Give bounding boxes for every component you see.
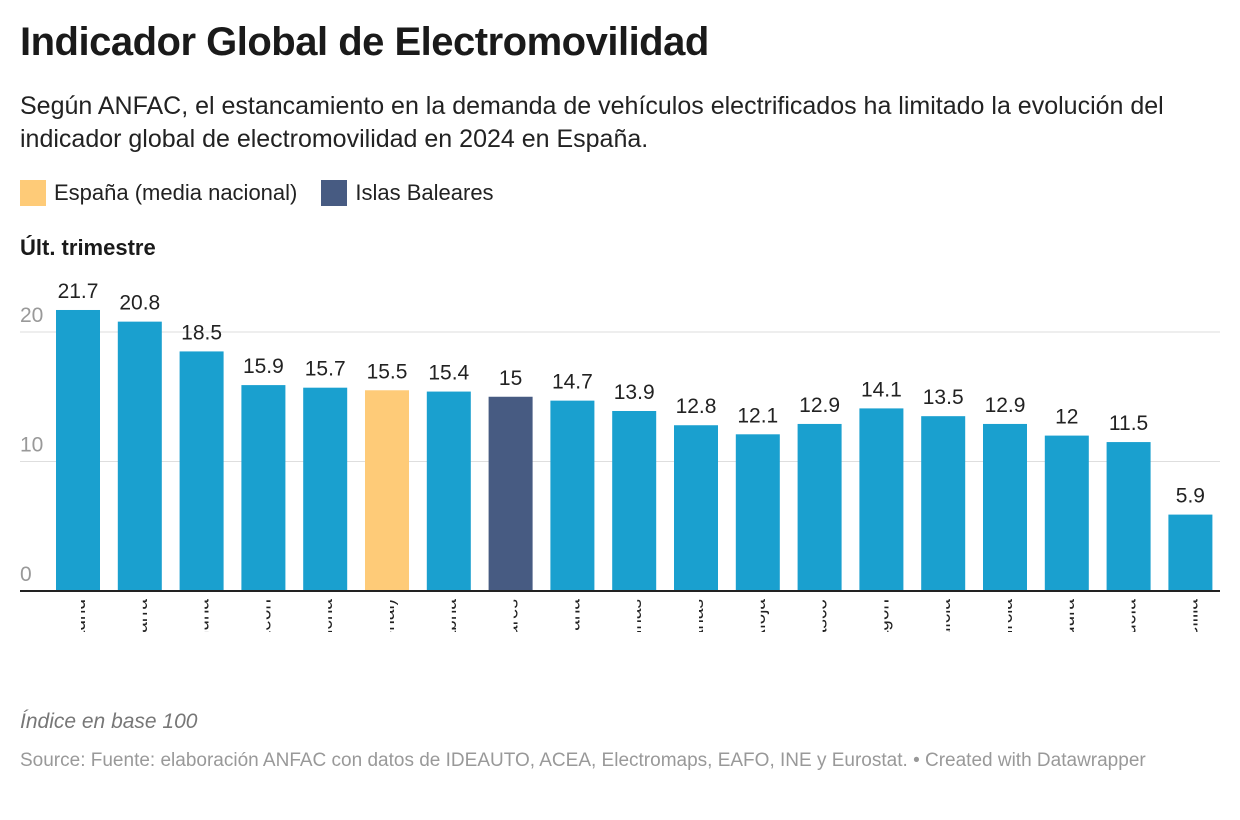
x-tick-label-17: ndalucía	[1120, 599, 1141, 671]
bar-5	[365, 390, 409, 591]
value-label-6: 15.4	[428, 362, 469, 385]
x-tick-label-4: Mancha	[316, 599, 337, 667]
x-tick-label-2: Cataluña	[193, 599, 214, 675]
value-label-7: 15	[499, 367, 522, 390]
bar-chart: 0 10 20 21.7 20.8 18.5 15.9 15.7 15.5 15.4 15 14.7 1…	[20, 280, 1220, 675]
bar-13	[859, 408, 904, 591]
x-tick-label-0: Madrid	[69, 599, 90, 657]
chart-footer: Source: Fuente: elaboración ANFAC con da…	[20, 748, 1200, 774]
x-tick-label-11: La Rioja	[749, 599, 770, 669]
value-label-4: 15.7	[305, 358, 346, 381]
value-label-9: 13.9	[614, 381, 655, 404]
bar-18	[1168, 514, 1213, 591]
source-text: Source: Fuente: elaboración ANFAC con da…	[20, 750, 908, 771]
value-label-17: 11.5	[1109, 412, 1148, 435]
value-label-18: 5.9	[1176, 485, 1205, 508]
x-tick-label-15: Murcia	[996, 599, 1017, 656]
bar-15	[983, 423, 1027, 591]
chart-subtitle: Según ANFAC, el estancamiento en la dema…	[20, 92, 1164, 153]
bar-10	[674, 425, 718, 591]
x-tick-label-1: Navarra	[131, 599, 152, 667]
x-tick-label-16: emadura	[1058, 599, 1079, 674]
bar-1	[117, 321, 162, 591]
value-label-2: 18.5	[181, 321, 222, 344]
y-tick-label-10: 10	[20, 434, 43, 457]
bar-9	[612, 410, 657, 591]
legend: España (media nacional) Islas Baleares	[20, 180, 518, 206]
value-label-1: 20.8	[119, 292, 160, 315]
bar-0	[56, 309, 100, 591]
value-label-16: 12	[1055, 406, 1078, 429]
credit-text: • Created with Datawrapper	[913, 750, 1146, 771]
x-tick-label-8: enciana	[563, 599, 584, 666]
bar-14	[921, 416, 966, 591]
bar-12	[797, 423, 842, 591]
y-tick-label-0: 0	[20, 563, 32, 586]
bar-16	[1044, 435, 1089, 591]
x-tick-label-3: a y León	[254, 599, 275, 672]
legend-swatch-spain	[20, 180, 46, 206]
x-tick-label-10: Canarias	[687, 599, 708, 675]
x-tick-label-18: y Melilla	[1181, 599, 1202, 668]
chart-label: Últ. trimestre	[20, 235, 156, 260]
value-label-10: 12.8	[676, 395, 717, 418]
value-label-12: 12.9	[799, 394, 840, 417]
bar-3	[241, 385, 286, 591]
chart-title: Indicador Global de Electromovilidad	[20, 20, 709, 64]
x-tick-label-7: Baleares	[502, 599, 523, 674]
legend-item-spain: España (media nacional)	[20, 180, 297, 206]
bar-11	[735, 434, 780, 591]
value-label-15: 12.9	[985, 394, 1026, 417]
x-tick-label-14: Galicia	[934, 599, 955, 658]
value-label-14: 13.5	[923, 386, 964, 409]
x-tick-label-9: Asturias	[625, 599, 646, 668]
bar-17	[1106, 442, 1151, 591]
value-label-8: 14.7	[552, 371, 593, 394]
legend-item-baleares: Islas Baleares	[321, 180, 494, 206]
x-tick-label-13: Aragón	[872, 599, 893, 660]
x-tick-label-6: antabria	[440, 599, 461, 668]
chart-notes: Índice en base 100	[20, 710, 198, 733]
x-tick-label-5: acional)	[378, 599, 399, 666]
bar-4	[303, 387, 348, 591]
legend-label-spain: España (media nacional)	[54, 180, 298, 205]
value-label-13: 14.1	[861, 378, 902, 401]
legend-label-baleares: Islas Baleares	[355, 180, 494, 205]
y-tick-label-20: 20	[20, 304, 43, 327]
x-tick-label-12: s Vasco	[811, 599, 832, 665]
value-label-11: 12.1	[737, 404, 778, 427]
value-label-0: 21.7	[58, 280, 99, 303]
bar-8	[550, 400, 595, 591]
value-label-5: 15.5	[367, 360, 408, 383]
bar-2	[179, 351, 224, 591]
legend-swatch-baleares	[321, 180, 348, 206]
bar-7	[488, 396, 533, 591]
bar-6	[426, 391, 471, 591]
value-label-3: 15.9	[243, 355, 284, 378]
